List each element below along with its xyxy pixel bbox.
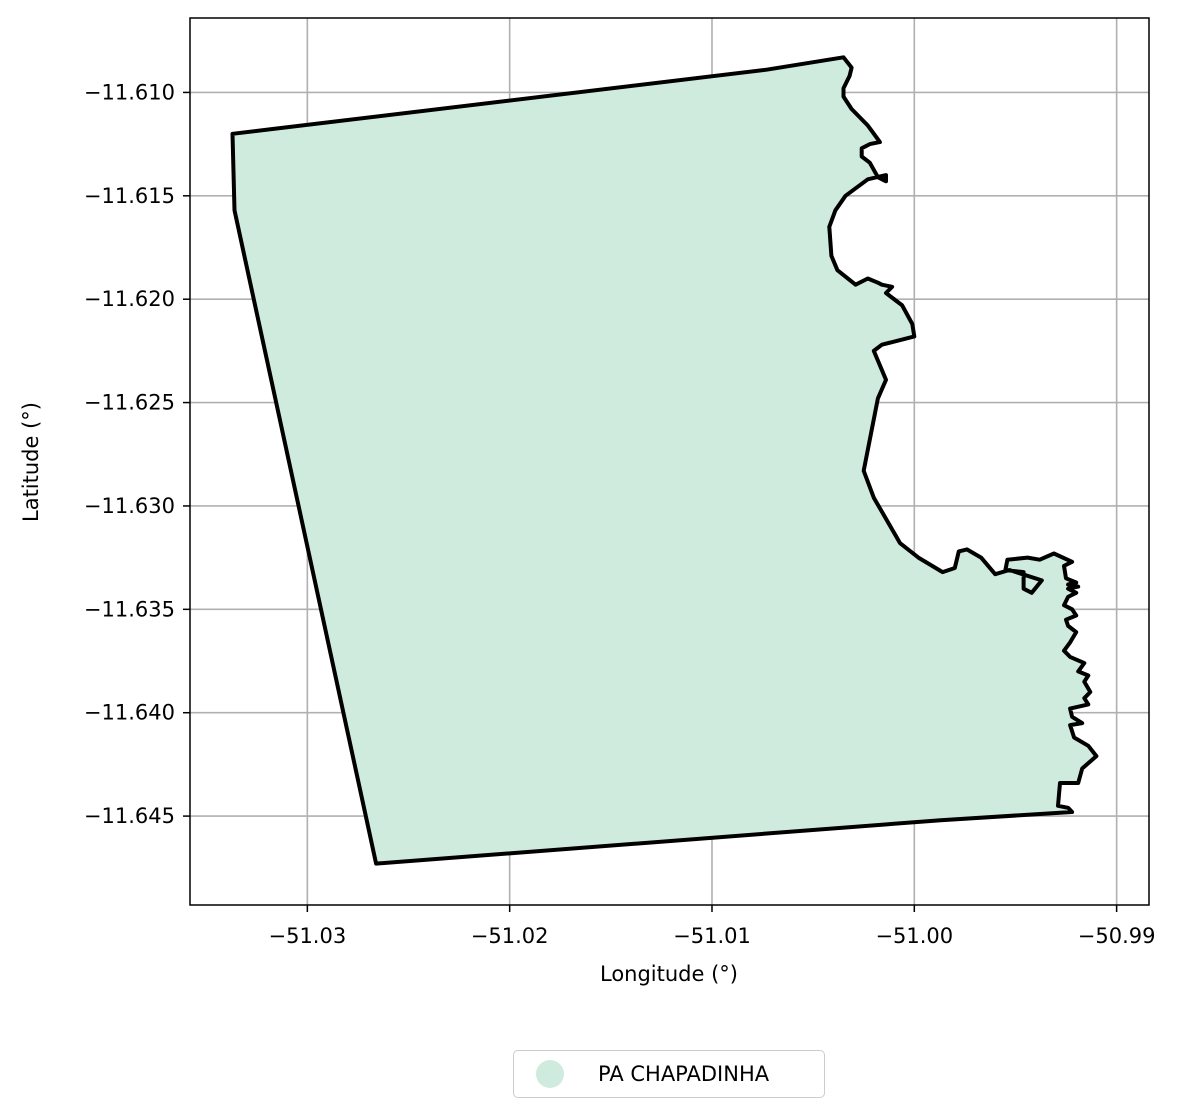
legend-swatch (536, 1060, 564, 1088)
x-tick-label: −50.99 (1078, 924, 1156, 948)
legend-label: PA CHAPADINHA (598, 1062, 770, 1086)
y-tick-label: −11.635 (84, 597, 175, 621)
x-axis-ticks: −51.03 −51.02 −51.01 −51.00 −50.99 (268, 905, 1155, 948)
y-tick-label: −11.645 (84, 804, 175, 828)
region-polygon (230, 55, 1099, 866)
y-tick-label: −11.640 (84, 701, 175, 725)
y-tick-label: −11.630 (84, 494, 175, 518)
x-tick-label: −51.01 (673, 924, 751, 948)
x-tick-label: −51.00 (875, 924, 953, 948)
y-tick-label: −11.625 (84, 391, 175, 415)
y-tick-label: −11.620 (84, 287, 175, 311)
legend: PA CHAPADINHA (513, 1050, 825, 1098)
y-axis-label: Latitude (°) (19, 402, 43, 522)
map-chart: −51.03 −51.02 −51.01 −51.00 −50.99 −11.610−1… (19, 17, 1155, 986)
y-tick-label: −11.615 (84, 184, 175, 208)
plot-frame (189, 17, 1150, 906)
y-tick-label: −11.610 (84, 80, 175, 104)
x-tick-label: −51.03 (268, 924, 346, 948)
x-axis-label: Longitude (°) (600, 962, 738, 986)
y-axis-ticks: −11.610 −11.615 −11.620 −11.625 −11.630 −11.6… (84, 80, 190, 828)
x-tick-label: −51.02 (471, 924, 549, 948)
